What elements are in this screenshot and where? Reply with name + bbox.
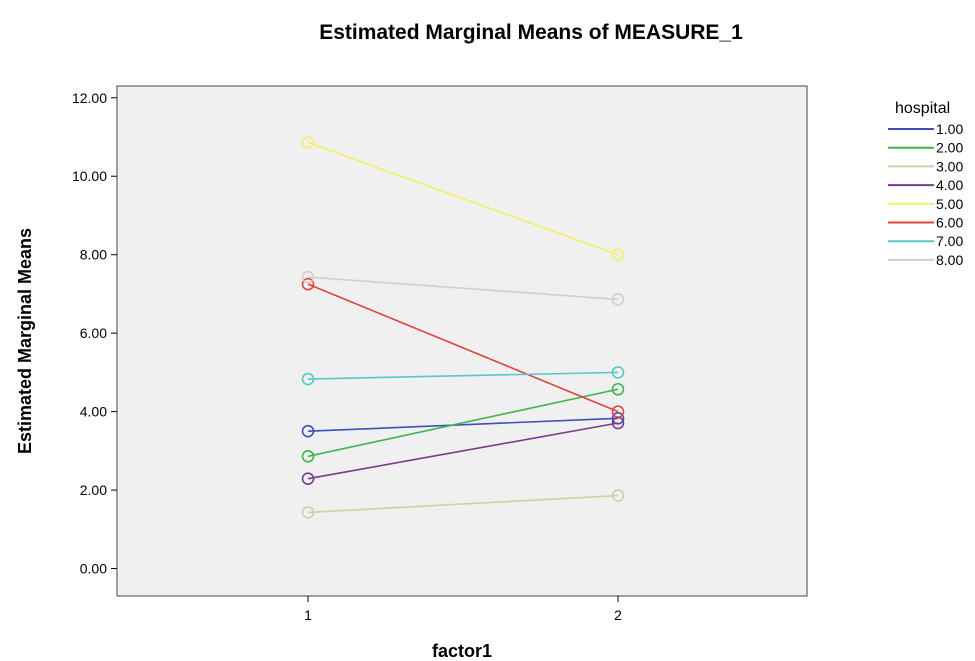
series-line [307, 388, 619, 458]
series-lines [301, 136, 625, 519]
data-point [301, 472, 315, 486]
legend-label: 2.00 [936, 140, 963, 156]
series-line [307, 371, 619, 380]
data-point [301, 277, 315, 291]
legend-item: 2.00 [888, 140, 963, 156]
data-point [301, 136, 315, 149]
legend-label: 4.00 [936, 177, 963, 193]
series-7 [301, 366, 625, 386]
series-6 [301, 277, 625, 418]
series-line [307, 283, 619, 413]
data-point [301, 506, 315, 519]
series-5 [301, 136, 625, 261]
y-tick-label: 8.00 [80, 247, 107, 263]
legend-item: 1.00 [888, 121, 963, 137]
legend-item: 7.00 [888, 233, 963, 249]
data-point [611, 248, 625, 261]
series-3 [301, 489, 625, 519]
legend-label: 3.00 [936, 158, 963, 174]
x-axis-title: factor1 [432, 641, 492, 661]
legend-label: 6.00 [936, 215, 963, 231]
series-2 [301, 382, 625, 463]
series-line [307, 417, 619, 433]
legend-label: 8.00 [936, 252, 963, 268]
data-point [611, 489, 625, 502]
y-tick-label: 0.00 [80, 561, 107, 577]
chart-title: Estimated Marginal Means of MEASURE_1 [319, 21, 743, 44]
legend-item: 5.00 [888, 196, 963, 212]
legend-item: 3.00 [888, 158, 963, 174]
data-point [611, 405, 625, 418]
legend-label: 5.00 [936, 196, 963, 212]
legend-item: 4.00 [888, 177, 963, 193]
y-tick-label: 6.00 [80, 325, 107, 341]
y-tick-label: 10.00 [72, 168, 107, 184]
legend-label: 7.00 [936, 233, 963, 249]
y-axis-title: Estimated Marginal Means [15, 228, 35, 454]
legend-title: hospital [895, 100, 950, 117]
data-point [611, 382, 625, 396]
legend-item: 6.00 [888, 215, 963, 231]
plot-area [116, 85, 808, 597]
x-tick-label: 1 [304, 607, 312, 623]
legend: hospital 1.00 2.00 3.00 4.00 5.00 6.00 7.00 8.0… [888, 100, 963, 268]
y-tick-label: 12.00 [72, 90, 107, 106]
series-line [307, 422, 619, 480]
y-axis: 0.00 2.00 4.00 6.00 8.00 10.00 12.00 [72, 90, 117, 577]
y-tick-label: 2.00 [80, 482, 107, 498]
x-tick-label: 2 [614, 607, 622, 623]
series-line [307, 276, 619, 301]
data-point [611, 293, 625, 306]
series-line [307, 141, 619, 256]
y-tick-label: 4.00 [80, 404, 107, 420]
series-8 [301, 270, 625, 306]
series-line [307, 494, 619, 514]
data-point [301, 270, 315, 284]
data-point [301, 372, 315, 386]
data-point [301, 450, 315, 463]
data-point [301, 424, 315, 438]
legend-label: 1.00 [936, 121, 963, 137]
legend-item: 8.00 [888, 252, 963, 268]
data-point [611, 366, 625, 379]
